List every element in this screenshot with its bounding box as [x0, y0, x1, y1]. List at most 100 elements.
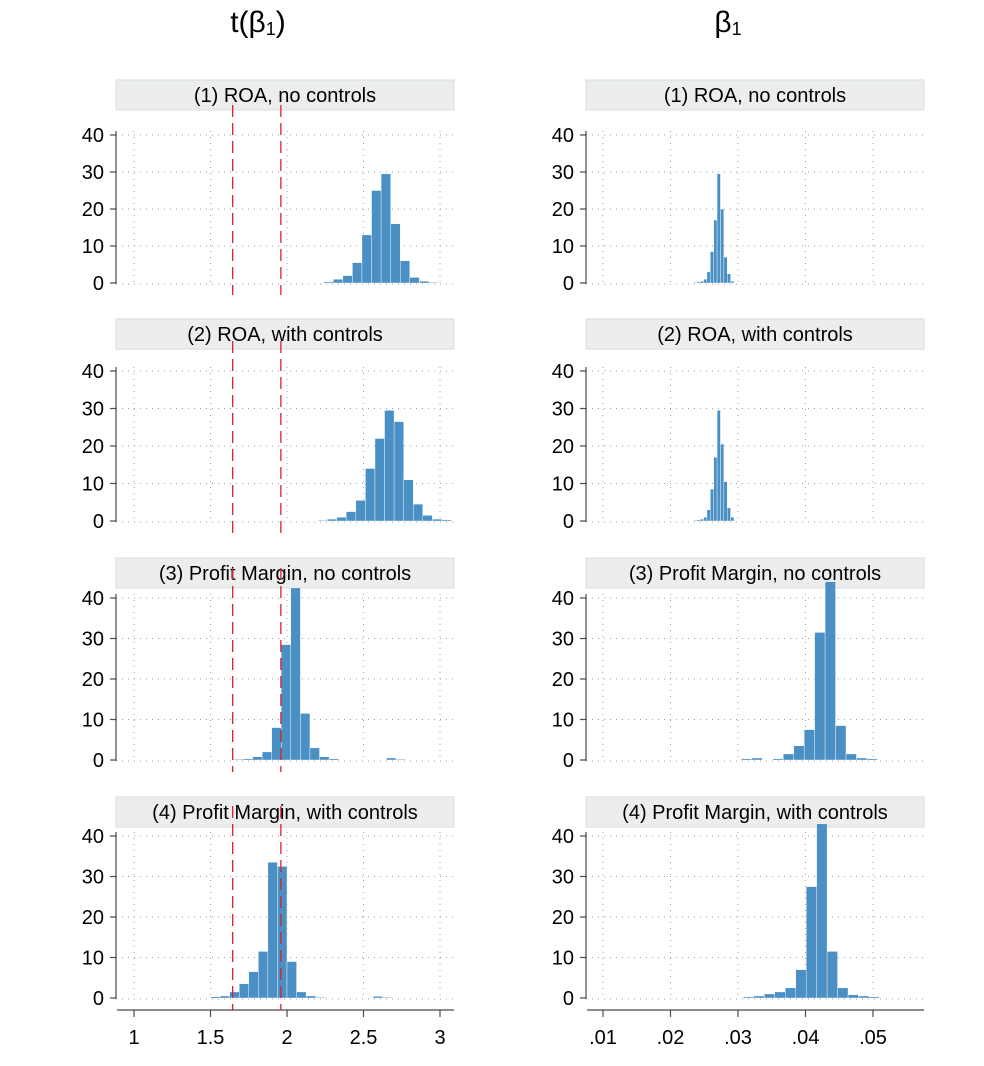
- y-tick-label: 30: [82, 629, 104, 651]
- histogram-bar: [267, 862, 278, 999]
- y-tick-label: 10: [552, 236, 574, 258]
- y-tick-label: 20: [552, 669, 574, 691]
- y-tick-label: 40: [82, 826, 104, 848]
- histogram-bar: [371, 190, 382, 284]
- y-tick-label: 30: [82, 399, 104, 421]
- histogram-bar: [258, 951, 269, 999]
- histogram-bar: [720, 443, 725, 522]
- y-tick-label: 0: [563, 511, 574, 533]
- histogram-bar: [403, 479, 414, 522]
- x-tick-label: .05: [859, 1027, 887, 1049]
- histogram-bar: [753, 995, 765, 999]
- y-tick-label: 40: [82, 588, 104, 610]
- histogram-bar: [783, 753, 794, 761]
- histogram-bar: [336, 517, 347, 522]
- x-tick-label: 1: [128, 1027, 139, 1049]
- histogram-bar: [805, 886, 817, 999]
- histogram-bar: [730, 517, 735, 522]
- histogram-bar: [730, 280, 735, 284]
- histogram-bar: [319, 756, 330, 761]
- histogram-bar: [774, 991, 786, 999]
- histogram-bar: [413, 503, 423, 522]
- histogram-bar: [700, 280, 704, 284]
- panel-3-right: (3) Profit Margin, no controls 0 10 20 30 40: [552, 557, 925, 772]
- histogram-bar: [866, 758, 878, 761]
- y-tick-label: 20: [552, 907, 574, 929]
- y-tick-label: 30: [552, 399, 574, 421]
- y-tick-label: 10: [552, 710, 574, 732]
- histogram-bar: [326, 518, 337, 522]
- histogram-bar: [693, 520, 698, 522]
- panel-2-right: (2) ROA, with controls 0 10 20 30 40: [552, 318, 925, 533]
- histogram-bar: [703, 279, 708, 284]
- histogram-bar: [372, 996, 383, 999]
- histogram-bar: [751, 757, 763, 761]
- histogram-bar: [328, 758, 339, 761]
- histogram-bar: [764, 993, 775, 999]
- panel-2-left: (2) ROA, with controls 0 10 20 30 40: [82, 318, 455, 533]
- y-tick-label: 40: [82, 125, 104, 147]
- y-tick-label: 30: [552, 162, 574, 184]
- histogram-bar: [309, 747, 320, 761]
- histogram-bar: [355, 500, 366, 522]
- histogram-bar: [727, 507, 731, 522]
- histogram-bar: [281, 644, 292, 761]
- panel-title-strip: [115, 79, 455, 111]
- histogram-bar: [384, 410, 395, 522]
- y-tick-label: 40: [552, 361, 574, 383]
- histogram-bar: [723, 481, 728, 522]
- y-tick-label: 40: [552, 826, 574, 848]
- x-tick-label: .02: [657, 1027, 685, 1049]
- y-tick-label: 0: [563, 273, 574, 295]
- panel-3-left: (3) Profit Margin, no controls 0 10 20 30 40: [82, 557, 455, 772]
- histogram-bar: [693, 282, 698, 284]
- histogram-bar: [432, 518, 443, 522]
- y-tick-label: 10: [552, 948, 574, 970]
- y-tick-label: 0: [93, 511, 104, 533]
- panel-4-right: (4) Profit Margin, with controls 0 10 20 30 4…: [552, 796, 925, 1049]
- histogram-bar: [390, 223, 401, 284]
- histogram-bar: [795, 969, 807, 999]
- histogram-bar: [716, 173, 721, 284]
- x-tick-label: .03: [724, 1027, 752, 1049]
- histogram-bar: [374, 438, 385, 522]
- histogram-bar: [352, 262, 363, 284]
- histogram-bar: [835, 725, 847, 761]
- histogram-bar: [395, 758, 406, 761]
- histogram-bar: [824, 581, 836, 761]
- histogram-bar: [826, 951, 838, 999]
- histogram-bar: [720, 208, 725, 284]
- panel-1-right: (1) ROA, no controls 0 10 20 30 40: [552, 79, 925, 295]
- y-tick-label: 10: [82, 236, 104, 258]
- x-tick-label: 1.5: [197, 1027, 225, 1049]
- histogram-bar: [723, 256, 728, 284]
- histogram-bar: [710, 488, 714, 522]
- histogram-bar: [323, 281, 334, 284]
- histogram-bar: [422, 515, 433, 522]
- histogram-bar: [814, 632, 826, 761]
- panel-4-left: (4) Profit Margin, with controls 0 10 20 30 4…: [82, 796, 455, 1049]
- histogram-bar: [238, 983, 249, 999]
- y-tick-label: 20: [552, 436, 574, 458]
- x-tick-label: .04: [792, 1027, 820, 1049]
- panel-title: (4) Profit Margin, with controls: [622, 802, 888, 824]
- histogram-bar: [315, 996, 326, 999]
- histogram-bar: [333, 279, 344, 284]
- histogram-bar: [703, 517, 708, 522]
- histogram-bar: [229, 991, 240, 999]
- histogram-bar: [772, 758, 784, 761]
- histogram-bar: [713, 219, 718, 284]
- panel-title: (4) Profit Margin, with controls: [152, 802, 418, 824]
- histogram-bar: [286, 961, 297, 999]
- y-tick-label: 0: [93, 750, 104, 772]
- x-tick-label: 2.5: [350, 1027, 378, 1049]
- y-tick-label: 0: [93, 988, 104, 1010]
- histogram-bar: [837, 987, 849, 999]
- histogram-bar: [210, 996, 221, 999]
- histogram-bar: [847, 994, 859, 999]
- histogram-bar: [441, 519, 452, 522]
- histogram-bar: [342, 275, 353, 284]
- histogram-bar: [428, 282, 439, 284]
- histogram-bar: [727, 273, 731, 284]
